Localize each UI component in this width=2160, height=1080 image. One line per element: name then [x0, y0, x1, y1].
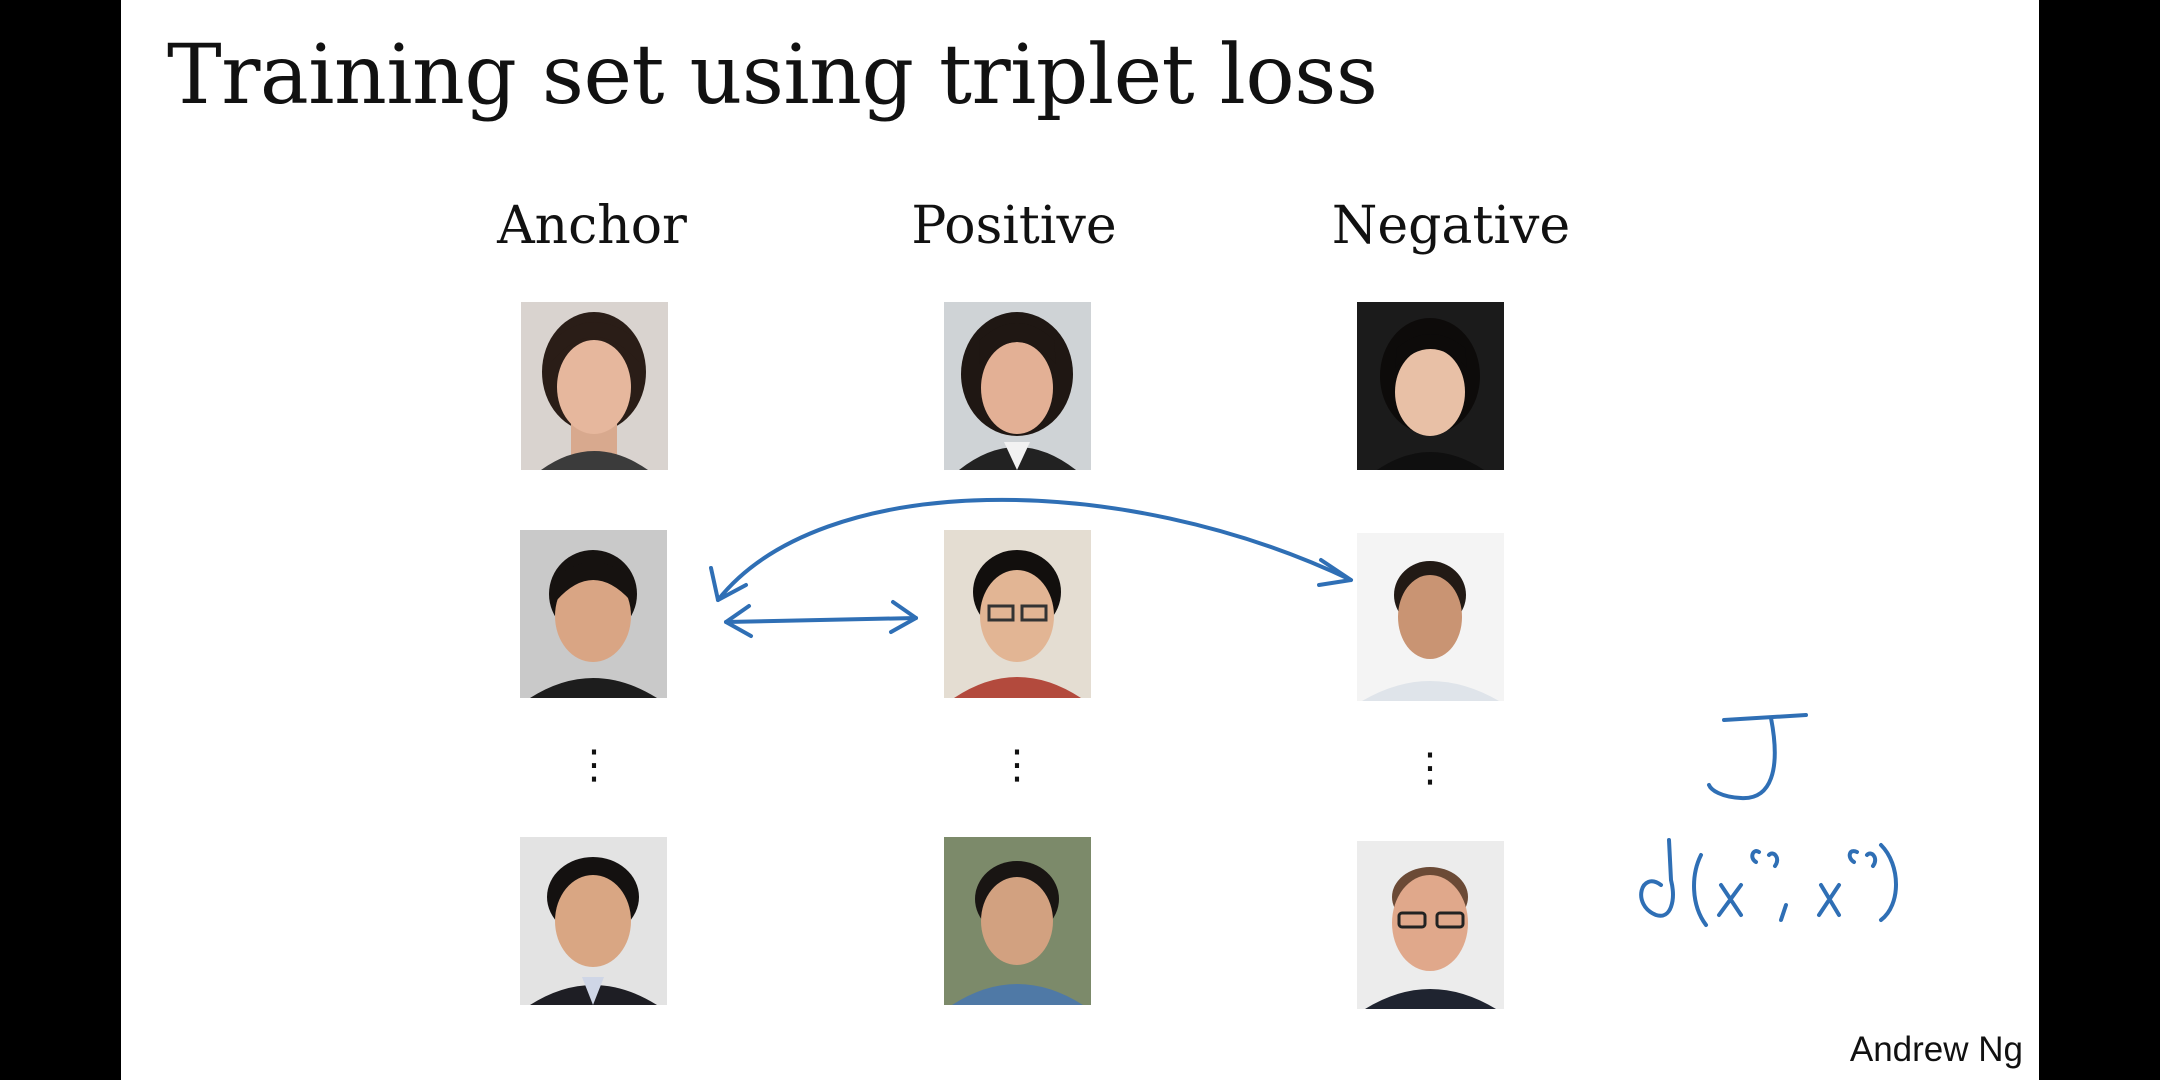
negative-face-photo-2: [1357, 533, 1504, 701]
positive-face-photo-1: [944, 302, 1091, 470]
column-header-negative: Negative: [1331, 196, 1571, 256]
handwritten-j: [1707, 713, 1808, 801]
anchor-face-photo-3: [520, 837, 667, 1005]
positive-more-dots: ⋮: [997, 742, 1037, 788]
column-header-positive: Positive: [911, 196, 1117, 256]
negative-face-photo-1: [1357, 302, 1504, 470]
arc-arrowhead-negative: [1317, 558, 1353, 587]
positive-face-photo-3: [944, 837, 1091, 1005]
positive-face-photo-2: [944, 530, 1091, 698]
anchor-face-photo-1: [521, 302, 668, 470]
author-credit: Andrew Ng: [1849, 1030, 2023, 1069]
negative-more-dots: ⋮: [1410, 745, 1450, 791]
anchor-more-dots: ⋮: [574, 742, 614, 788]
anchor-face-photo-2: [520, 530, 667, 698]
arc-arrowhead-anchor: [709, 566, 748, 602]
column-header-anchor: Anchor: [497, 196, 687, 256]
anchor-positive-double-arrow: [724, 616, 918, 624]
handwritten-distance-formula: [1639, 838, 1898, 927]
negative-face-photo-3: [1357, 841, 1504, 1009]
double-arrow-head-anchor: [724, 604, 753, 638]
slide-title: Training set using triplet loss: [167, 28, 1378, 123]
double-arrow-head-positive: [889, 600, 918, 634]
slide: Training set using triplet loss Anchor P…: [121, 0, 2039, 1080]
